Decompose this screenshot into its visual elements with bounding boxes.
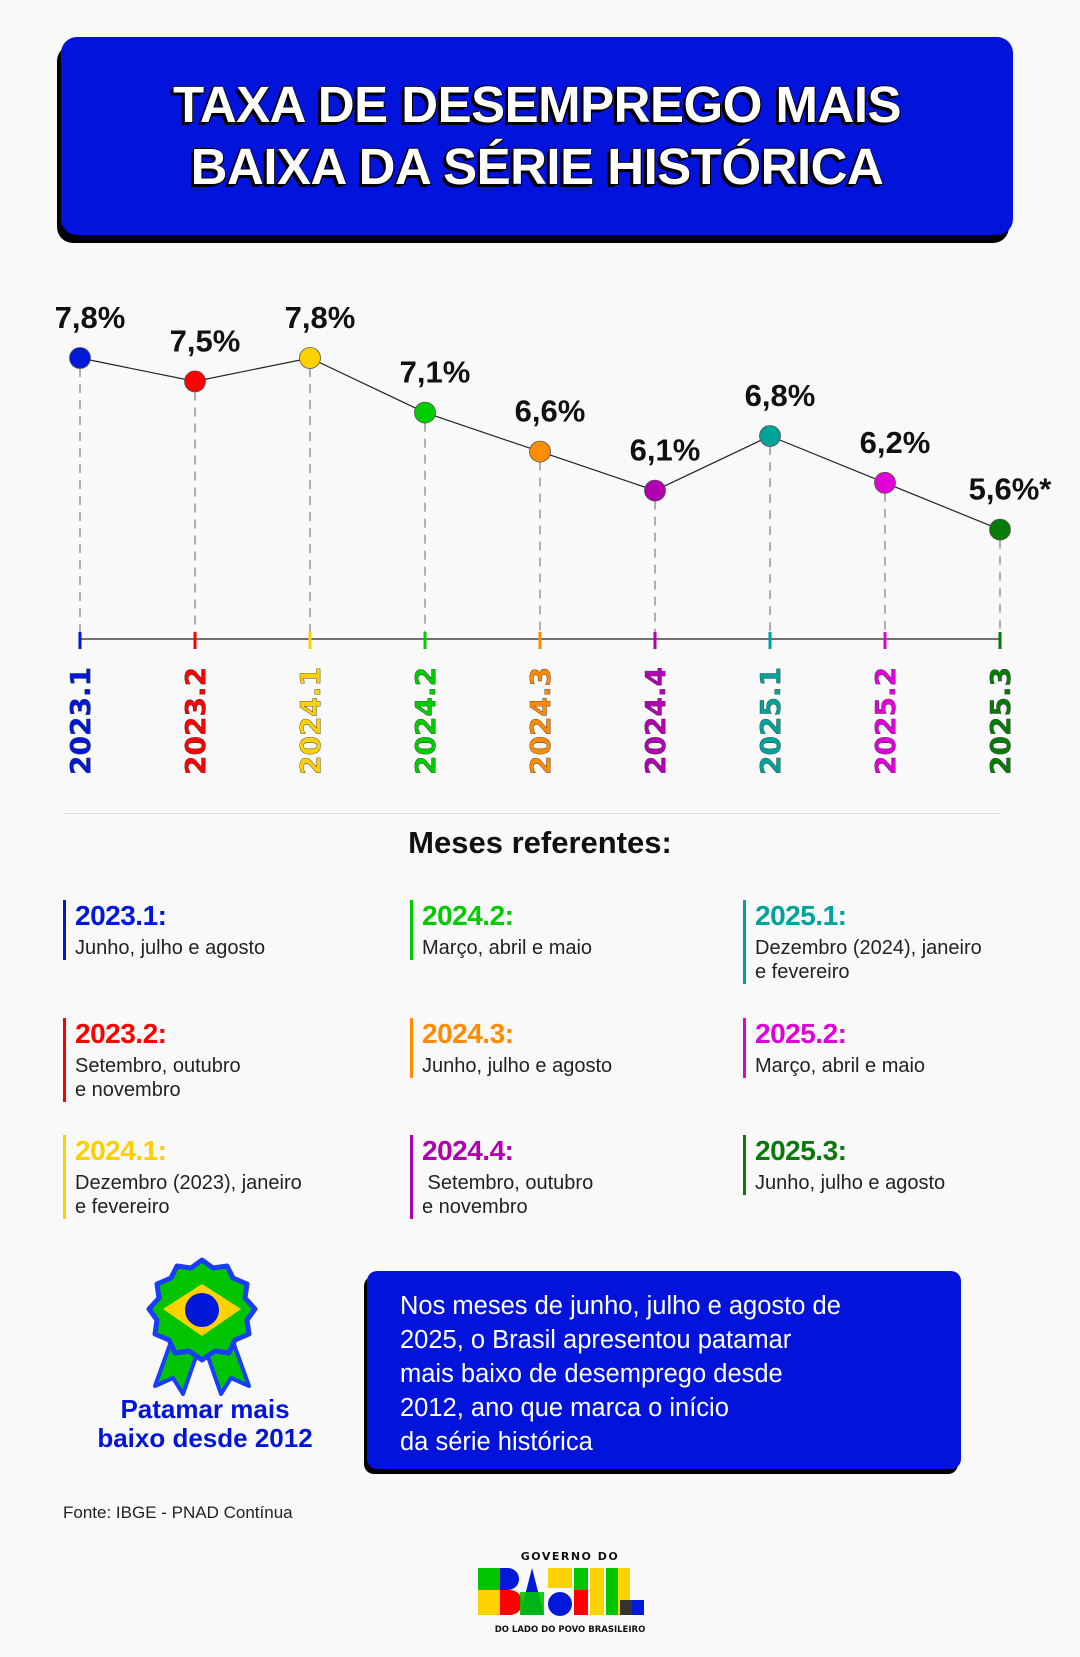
info-line: 2025, o Brasil apresentou patamar [400, 1326, 792, 1354]
x-tick-label: 2024.3 [524, 667, 557, 775]
legend-months: Junho, julho e agosto [75, 937, 266, 959]
divider [63, 813, 1000, 814]
title-banner: TAXA DE DESEMPREGO MAIS BAIXA DA SÉRIE HI… [61, 37, 1013, 235]
legend-item: 2023.2: Setembro, outubro e novembro [63, 1018, 375, 1102]
legend-item: 2024.4: Setembro, outubro e novembro [410, 1135, 722, 1219]
data-label: 7,5% [170, 323, 241, 358]
svg-text:GOVERNO DO: GOVERNO DO [521, 1550, 619, 1563]
data-point [299, 347, 321, 369]
title-line-1: TAXA DE DESEMPREGO MAIS [172, 76, 902, 133]
data-point [184, 370, 206, 393]
info-line: Nos meses de junho, julho e agosto de [400, 1292, 841, 1320]
data-label: 7,1% [400, 355, 471, 390]
data-point [989, 518, 1011, 541]
info-box: Nos meses de junho, julho e agosto de 20… [367, 1271, 961, 1469]
legend-item: 2025.2: Março, abril e maio [743, 1018, 1055, 1078]
legend-period: 2024.3: [422, 1018, 514, 1049]
legend-period: 2025.2: [755, 1018, 847, 1049]
data-point [529, 440, 551, 463]
legend-item: 2025.3: Junho, julho e agosto [743, 1135, 1055, 1195]
legend-months: Dezembro (2024), janeiro e fevereiro [755, 937, 982, 983]
legend-item: 2025.1: Dezembro (2024), janeiro e feverei… [743, 900, 1055, 984]
x-tick-label: 2023.1 [64, 667, 97, 775]
x-tick-label: 2023.2 [179, 667, 212, 775]
data-label: 6,8% [745, 378, 816, 413]
data-point [759, 425, 781, 447]
data-label: 6,6% [515, 394, 586, 429]
legend-months: Setembro, outubro e novembro [75, 1055, 241, 1101]
data-label: 6,2% [860, 425, 931, 460]
data-point [414, 401, 436, 424]
x-tick-label: 2025.1 [754, 667, 787, 775]
data-point [644, 479, 666, 502]
legend-months: Março, abril e maio [755, 1055, 926, 1077]
x-tick-label: 2024.2 [409, 667, 442, 775]
governo-do-brasil-logo: GOVERNO DO DO LADO DO POVO BRASILEIRO [478, 1550, 646, 1635]
legend-months: Dezembro (2023), janeiro e fevereiro [75, 1172, 302, 1218]
unemployment-line-chart: 7,8% 2023.1 7,5% 2023.2 7,8% 2024.1 7,1% 2024.2… [55, 300, 1053, 775]
legend-months: Março, abril e maio [422, 937, 593, 959]
data-point [69, 347, 91, 369]
legend-title: Meses referentes: [408, 825, 672, 860]
x-tick-label: 2025.3 [984, 667, 1017, 775]
x-tick-label: 2025.2 [869, 667, 902, 775]
legend-period: 2025.3: [755, 1135, 847, 1166]
data-label: 5,6%* [969, 472, 1053, 507]
legend-period: 2023.2: [75, 1018, 167, 1049]
award-ribbon-brazil-flag-icon [146, 1257, 258, 1396]
legend-period: 2023.1: [75, 900, 167, 931]
legend-item: 2024.1: Dezembro (2023), janeiro e feverei… [63, 1135, 375, 1219]
badge-caption: Patamar mais baixo desde 2012 [60, 1395, 350, 1453]
legend-item: 2023.1: Junho, julho e agosto [63, 900, 375, 960]
data-label: 7,8% [285, 300, 356, 335]
legend-item: 2024.3: Junho, julho e agosto [410, 1018, 722, 1078]
badge-line-2: baixo desde 2012 [97, 1423, 313, 1453]
info-text: Nos meses de junho, julho e agosto de 20… [367, 1271, 961, 1459]
x-tick-label: 2024.1 [294, 667, 327, 775]
title-line-2: BAIXA DA SÉRIE HISTÓRICA [190, 138, 884, 195]
info-line: 2012, ano que marca o início [400, 1394, 729, 1422]
legend-months: Junho, julho e agosto [422, 1055, 613, 1077]
legend-period: 2024.1: [75, 1135, 167, 1166]
legend-months: Junho, julho e agosto [755, 1172, 946, 1194]
badge-line-1: Patamar mais [120, 1394, 290, 1424]
data-point [874, 471, 896, 494]
legend-item: 2024.2: Março, abril e maio [410, 900, 722, 960]
x-tick-label: 2024.4 [639, 667, 672, 775]
legend-period: 2025.1: [755, 900, 847, 931]
info-line: mais baixo de desemprego desde [400, 1360, 783, 1388]
legend-months: Setembro, outubro e novembro [422, 1172, 594, 1218]
data-label: 7,8% [55, 300, 126, 335]
svg-text:DO LADO DO POVO BRASILEIRO: DO LADO DO POVO BRASILEIRO [495, 1625, 646, 1635]
info-line: da série histórica [400, 1428, 593, 1456]
data-label: 6,1% [630, 433, 701, 468]
legend-period: 2024.2: [422, 900, 514, 931]
source-note: Fonte: IBGE - PNAD Contínua [63, 1503, 293, 1522]
page-title: TAXA DE DESEMPREGO MAIS BAIXA DA SÉRIE HI… [172, 74, 902, 198]
legend-period: 2024.4: [422, 1135, 514, 1166]
